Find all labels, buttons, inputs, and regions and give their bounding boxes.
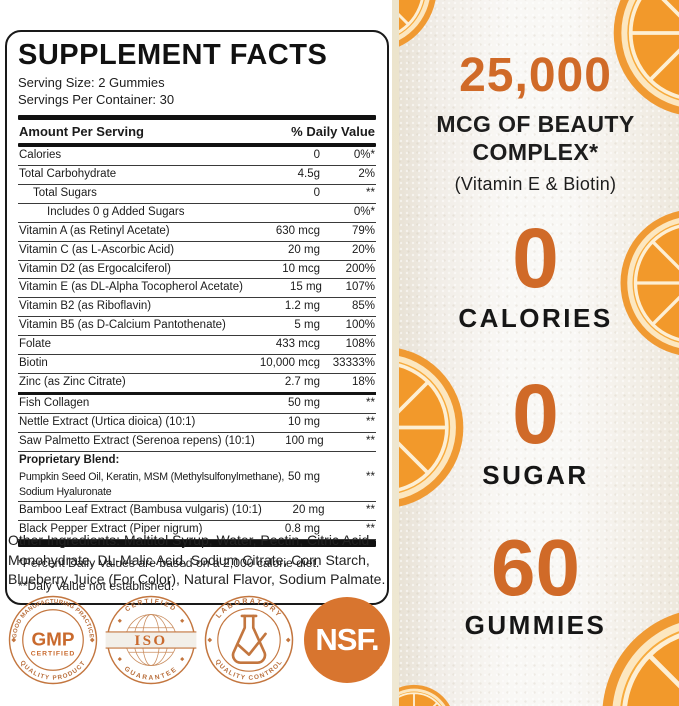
nutrition-row: Proprietary Blend: (19, 454, 120, 467)
nutrition-row: Fish Collagen 50 mg ** (18, 395, 376, 415)
diamond-separator-icon (207, 637, 291, 643)
gummies-value: 60 (491, 522, 580, 612)
beauty-complex-highlight: 25,000 MCG OF BEAUTY COMPLEX* (Vitamin E… (392, 52, 679, 195)
beauty-complex-amount: 25,000 (459, 49, 612, 102)
table-header-row: Amount Per Serving % Daily Value (18, 120, 376, 143)
laboratory-quality-badge: LABORATORY QUALITY CONTROL (204, 595, 294, 685)
nsf-badge: NSF. ® (304, 597, 390, 683)
orange-slice-image (392, 684, 456, 706)
nutrition-row: Bamboo Leaf Extract (Bambusa vulgaris) (… (18, 502, 376, 521)
iso-band (105, 631, 197, 649)
calories-label: CALORIES (458, 303, 613, 334)
label-left-column: SUPPLEMENT FACTS Serving Size: 2 Gummies… (5, 30, 391, 692)
nutrition-row: Saw Palmetto Extract (Serenoa repens) (1… (18, 433, 376, 453)
supplement-facts-panel: SUPPLEMENT FACTS Serving Size: 2 Gummies… (5, 30, 389, 605)
nutrition-row: Vitamin B2 (as Riboflavin) 1.2 mg 85% (18, 298, 376, 318)
flask-check-icon (231, 614, 267, 665)
sugar-highlight: 0 SUGAR (392, 367, 679, 490)
nutrition-row: Vitamin E (as DL-Alpha Tocopherol Acetat… (18, 279, 376, 299)
divider-thick (18, 142, 376, 147)
sugar-value: 0 (512, 367, 559, 462)
registered-mark-icon: ® (379, 664, 386, 674)
col-amount-header: Amount Per Serving (19, 123, 144, 139)
panel-title: SUPPLEMENT FACTS (18, 39, 328, 71)
sugar-label: SUGAR (482, 459, 589, 490)
nutrition-row: Biotin 10,000 mcg 33333% (18, 355, 376, 375)
nutrition-row: Vitamin B5 (as D-Calcium Pantothenate) 5 … (18, 317, 376, 337)
other-ingredients: Other Ingredients: Maltitol Syrup, Water… (8, 532, 386, 588)
calories-value: 0 (512, 211, 559, 306)
nutrition-row: Total Sugars 0 ** (18, 185, 376, 204)
serving-size: Serving Size: 2 Gummies (18, 75, 165, 90)
calories-highlight: 0 CALORIES (392, 211, 679, 334)
nutrition-row: Nettle Extract (Urtica dioica) (10:1) 10 … (18, 414, 376, 434)
nutrition-row: Zinc (as Zinc Citrate) 2.7 mg 18% (18, 374, 376, 396)
nutrition-row: Vitamin C (as L-Ascorbic Acid) 20 mg 20% (18, 242, 376, 261)
footnote-dv-not-established: **Daly Value not established. (18, 578, 175, 593)
beauty-complex-label: MCG OF BEAUTY COMPLEX* (436, 111, 635, 165)
highlights-stack: 25,000 MCG OF BEAUTY COMPLEX* (Vitamin E… (392, 0, 679, 641)
nutrition-row: Total Carbohydrate 4.5g 2% (18, 166, 376, 185)
beauty-complex-sub: (Vitamin E & Biotin) (454, 174, 617, 195)
nutrition-row: Pumpkin Seed Oil, Keratin, MSM (Methylsu… (18, 469, 376, 502)
highlights-column: 25,000 MCG OF BEAUTY COMPLEX* (Vitamin E… (392, 0, 679, 706)
nutrition-row: Folate 433 mcg 108% (18, 336, 376, 356)
servings-per-container: Servings Per Container: 30 (18, 91, 175, 107)
nutrition-row: Includes 0 g Added Sugars 0%* (18, 204, 376, 223)
gummies-label: GUMMIES (464, 610, 607, 641)
gmp-center: GMP (31, 630, 74, 651)
footnote-daily-values: *Percent Daily Values are based on a 2,0… (18, 555, 320, 570)
nutrition-rows: Calories 0 0%* Total Carbohydrate 4.5g 2% Tota… (18, 147, 376, 540)
divider-bottom (18, 539, 376, 547)
certification-badges: GOOD MANUFACTURING PRACTICE QUALITY PROD… (5, 588, 391, 692)
nutrition-row: Vitamin A (as Retinyl Acetate) 630 mcg 79% (18, 223, 376, 242)
divider-thick (18, 114, 376, 120)
col-dv-header: % Daily Value (291, 123, 375, 139)
nutrition-row: Vitamin D2 (as Ergocalciferol) 10 mcg 200% (18, 261, 376, 280)
iso-center: ISO (134, 633, 167, 649)
nutrition-row: Calories 0 0%* (18, 147, 376, 166)
gummies-highlight: 60 GUMMIES (392, 522, 679, 642)
nsf-label: NSF. (315, 622, 379, 657)
gmp-center-sub: CERTIFIED (31, 651, 75, 658)
gmp-certified-badge: GOOD MANUFACTURING PRACTICE QUALITY PROD… (8, 595, 98, 685)
iso-certified-badge: ISO CERTIFIED GUARANTEE (105, 595, 197, 685)
nutrition-row: Black Pepper Extract (Piper nigrum) 0.8 m… (18, 521, 376, 540)
